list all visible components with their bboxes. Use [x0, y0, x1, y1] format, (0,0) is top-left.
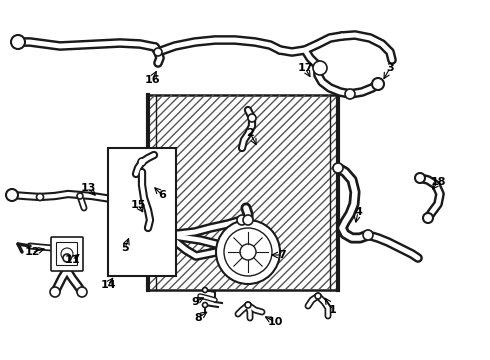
Circle shape [138, 168, 146, 176]
Circle shape [134, 206, 142, 214]
Circle shape [63, 254, 71, 262]
Circle shape [141, 222, 149, 230]
Circle shape [36, 194, 44, 201]
Circle shape [11, 35, 25, 49]
Bar [148, 95, 338, 290]
Circle shape [345, 89, 355, 99]
Circle shape [243, 215, 253, 225]
Bar [148, 95, 338, 290]
Circle shape [248, 114, 256, 122]
Bar [108, 148, 176, 276]
Text: 13: 13 [80, 183, 96, 193]
Circle shape [202, 288, 207, 292]
Circle shape [240, 244, 256, 260]
Text: 14: 14 [100, 280, 116, 290]
Circle shape [415, 173, 425, 183]
Text: 7: 7 [278, 250, 286, 260]
Circle shape [202, 302, 207, 307]
Circle shape [77, 193, 83, 199]
Circle shape [372, 78, 384, 90]
Text: 6: 6 [158, 190, 166, 200]
Circle shape [423, 213, 433, 223]
Text: 8: 8 [194, 313, 202, 323]
Circle shape [237, 215, 247, 225]
Circle shape [363, 230, 373, 240]
Circle shape [216, 220, 280, 284]
Circle shape [245, 302, 251, 308]
Circle shape [333, 163, 343, 173]
Text: 16: 16 [144, 75, 160, 85]
Circle shape [61, 248, 73, 260]
Text: 3: 3 [386, 63, 394, 73]
Circle shape [50, 287, 60, 297]
Text: 10: 10 [268, 317, 283, 327]
Circle shape [224, 228, 272, 276]
FancyBboxPatch shape [56, 243, 77, 266]
Text: 5: 5 [121, 243, 129, 253]
Text: 12: 12 [24, 247, 40, 257]
Circle shape [138, 158, 146, 166]
Circle shape [154, 48, 162, 56]
Text: 9: 9 [191, 297, 199, 307]
Text: 4: 4 [354, 207, 362, 217]
Text: 2: 2 [246, 128, 254, 138]
Text: 1: 1 [329, 305, 337, 315]
Text: 15: 15 [130, 200, 146, 210]
Circle shape [6, 189, 18, 201]
FancyBboxPatch shape [51, 237, 83, 271]
Text: 17: 17 [297, 63, 313, 73]
Text: 18: 18 [430, 177, 446, 187]
Circle shape [315, 293, 321, 299]
Text: 11: 11 [64, 255, 80, 265]
Circle shape [143, 157, 153, 167]
Circle shape [77, 287, 87, 297]
Circle shape [313, 61, 327, 75]
